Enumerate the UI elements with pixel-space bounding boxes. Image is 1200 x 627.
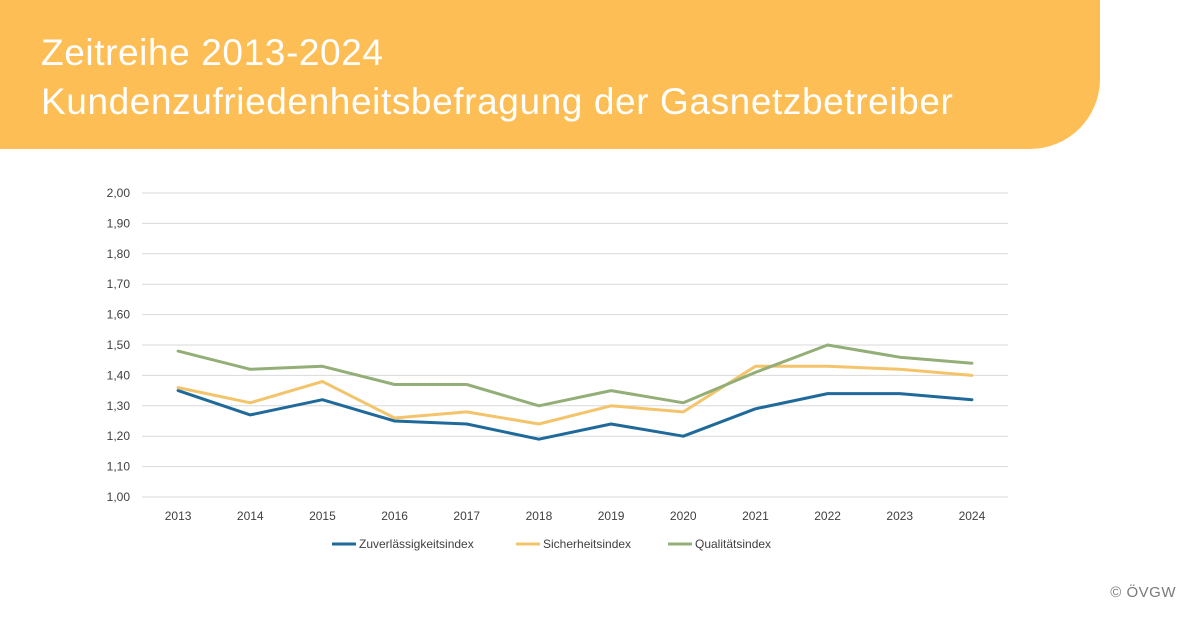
y-tick-label: 1,40 [107,368,131,382]
series-line-0 [176,389,974,441]
x-tick-label: 2019 [598,509,625,523]
y-axis-tick-labels: 2,00 1,90 1,80 1,70 1,60 1,50 1,40 1,30 1,20 1,10… [107,186,131,504]
y-tick-label: 1,60 [107,308,131,322]
y-tick-label: 1,30 [107,399,131,413]
series-line-1 [176,364,974,426]
legend-item: Zuverlässigkeitsindex [332,537,474,551]
y-tick-label: 1,20 [107,429,131,443]
series-line-2 [176,343,974,408]
x-tick-label: 2022 [814,509,841,523]
y-tick-label: 2,00 [107,186,131,200]
legend-label: Qualitätsindex [695,537,771,551]
y-tick-label: 1,10 [107,460,131,474]
x-tick-label: 2017 [453,509,480,523]
x-axis-tick-labels: 2013 2014 2015 2016 2017 2018 2019 2020 2021 2022… [165,509,986,523]
x-tick-label: 2014 [237,509,264,523]
legend-label: Zuverlässigkeitsindex [359,537,474,551]
x-tick-label: 2021 [742,509,769,523]
y-tick-label: 1,80 [107,247,131,261]
legend-item: Sicherheitsindex [516,537,631,551]
legend-item: Qualitätsindex [668,537,771,551]
header-banner: Zeitreihe 2013-2024 Kundenzufriedenheits… [0,0,1100,149]
x-tick-label: 2016 [381,509,408,523]
legend-label: Sicherheitsindex [543,537,631,551]
y-tick-label: 1,90 [107,216,131,230]
page-title: Zeitreihe 2013-2024 [41,32,384,73]
x-tick-label: 2015 [309,509,336,523]
x-tick-label: 2018 [526,509,553,523]
y-tick-label: 1,70 [107,277,131,291]
chart-series [176,343,974,441]
y-tick-label: 1,00 [107,490,131,504]
y-tick-label: 1,50 [107,338,131,352]
x-tick-label: 2024 [959,509,986,523]
x-tick-label: 2020 [670,509,697,523]
copyright-notice: © ÖVGW [1110,584,1176,601]
chart-legend: Zuverlässigkeitsindex Sicherheitsindex Qua… [332,537,771,551]
page-subtitle: Kundenzufriedenheitsbefragung der Gasnet… [41,81,954,122]
chart-grid [142,192,1008,498]
x-tick-label: 2023 [886,509,913,523]
x-tick-label: 2013 [165,509,192,523]
